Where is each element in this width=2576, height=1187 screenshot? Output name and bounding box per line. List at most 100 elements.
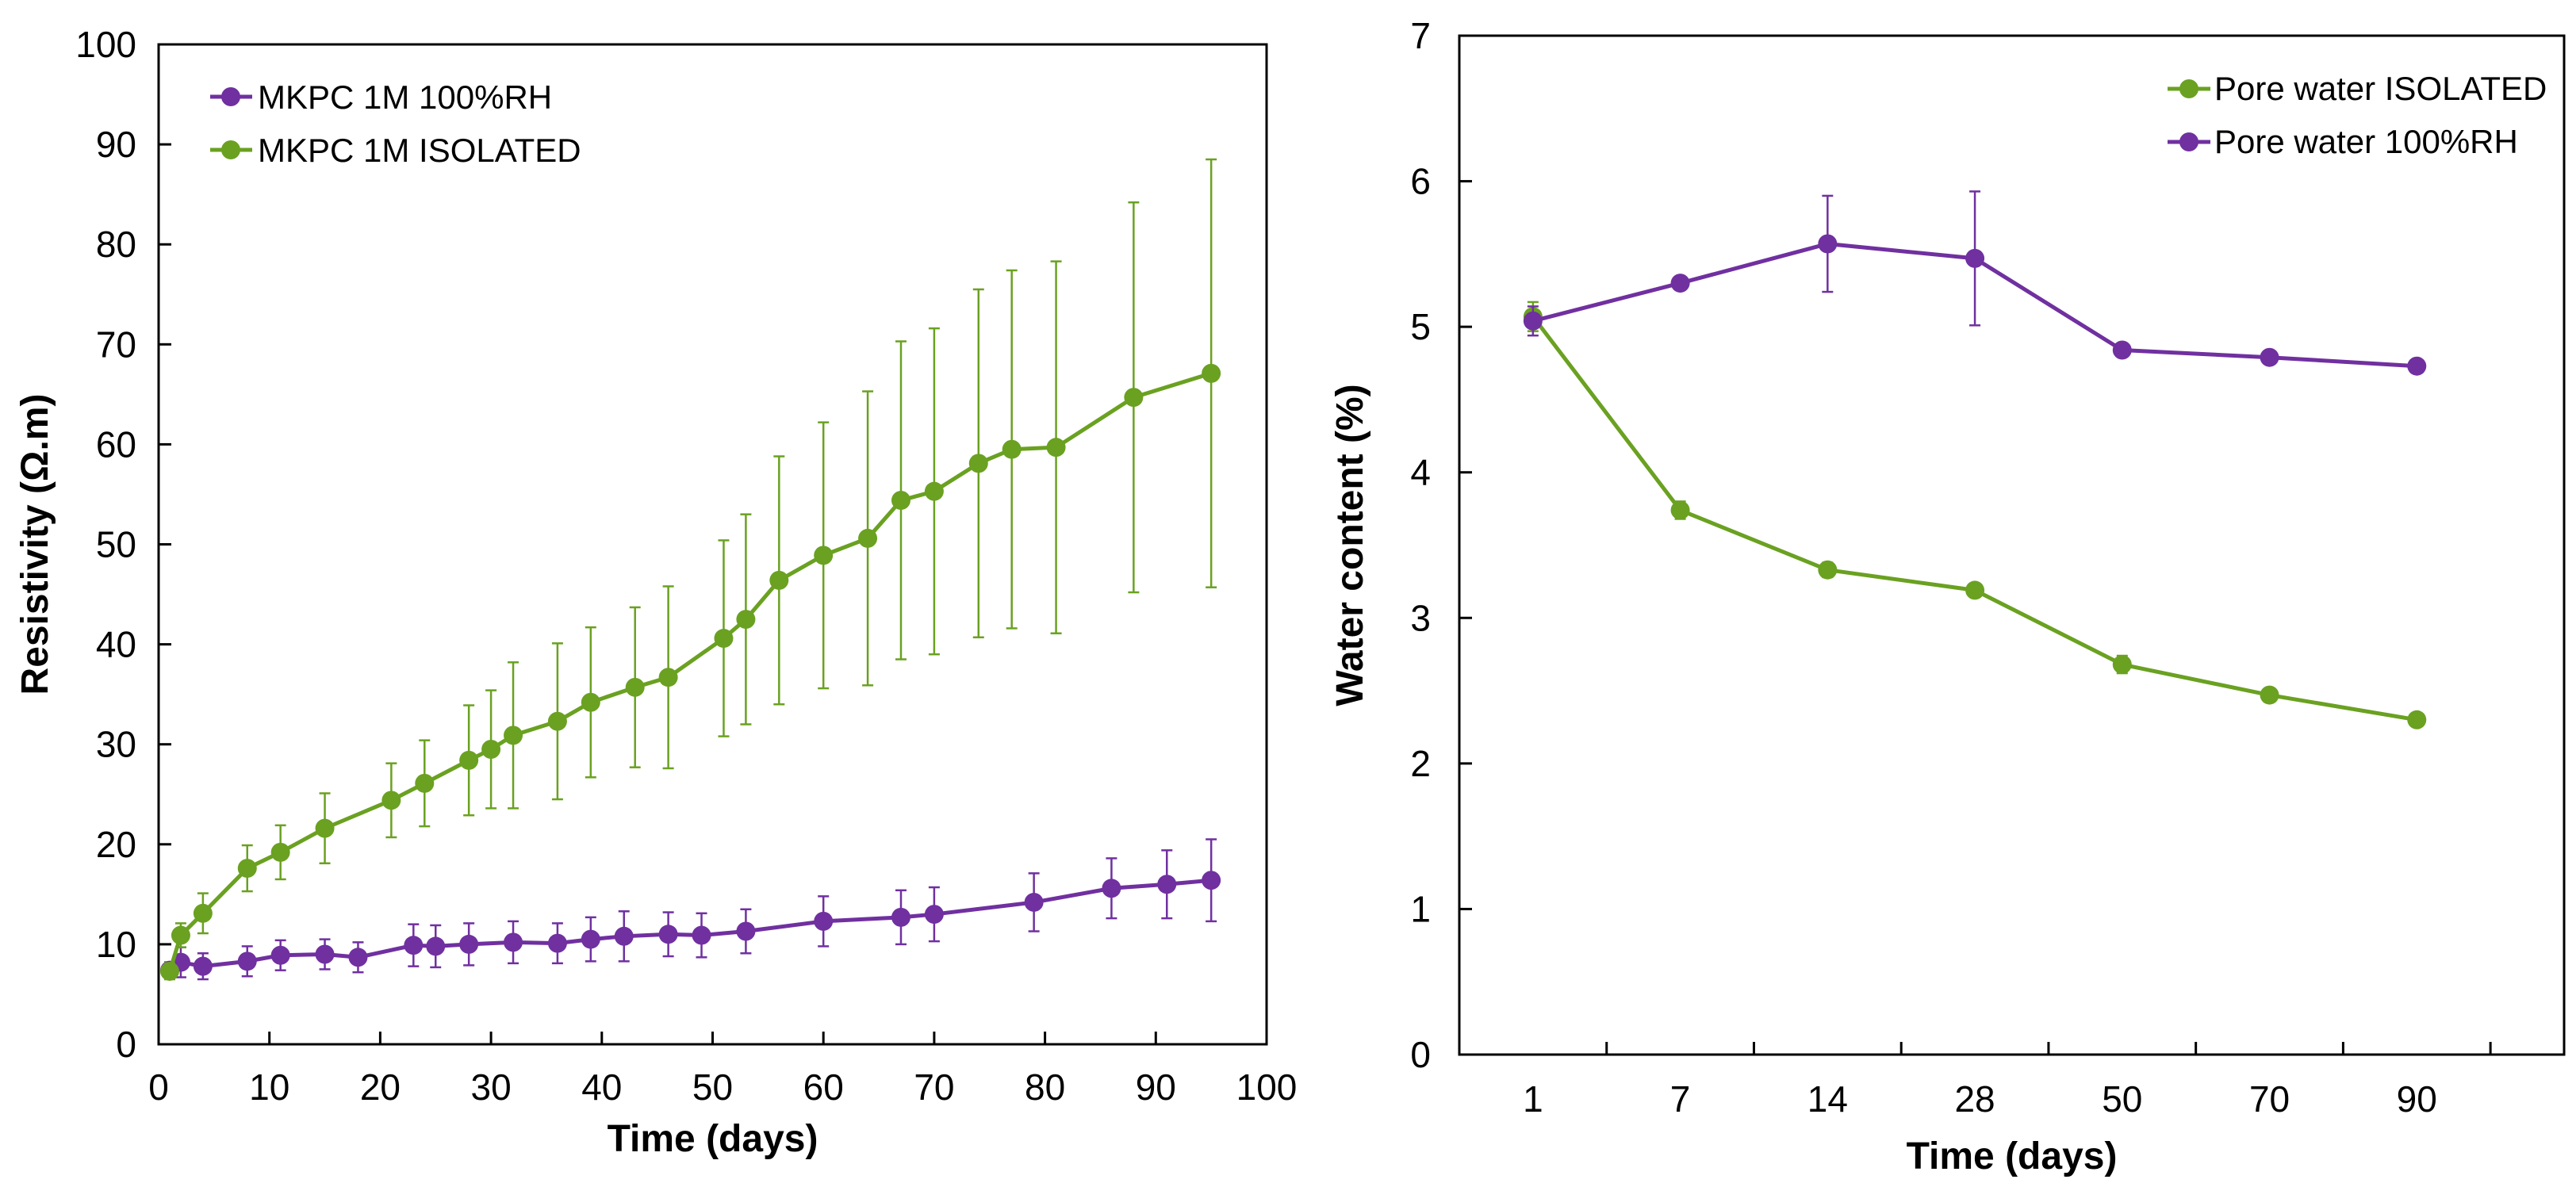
data-point <box>1124 388 1144 408</box>
x-tick-label: 50 <box>692 1066 733 1108</box>
data-point <box>2407 356 2427 376</box>
y-tick-label: 0 <box>1410 1034 1431 1075</box>
plot-area-frame <box>1458 34 2566 1056</box>
x-tick-label: 60 <box>803 1066 844 1108</box>
series-mkpc-1m-isolated <box>159 158 1221 981</box>
legend-label: Pore water ISOLATED <box>2214 70 2547 107</box>
x-tick-label: 70 <box>2249 1078 2290 1120</box>
data-point <box>1002 439 1022 459</box>
x-tick-label: 0 <box>148 1066 169 1108</box>
y-tick-label: 70 <box>96 324 136 365</box>
data-point <box>581 929 600 949</box>
data-point <box>270 945 290 965</box>
resistivity-chart: 0 10 20 30 40 50 60 70 80 90 100 0 10 20 30 40 50 60 70 80 9… <box>14 24 1297 1160</box>
data-point <box>1670 274 1690 293</box>
data-point <box>1965 580 1985 600</box>
data-point <box>1102 879 1121 898</box>
data-point <box>2112 655 2132 675</box>
data-point <box>1202 871 1221 890</box>
data-point <box>415 773 435 793</box>
x-tick-label: 1 <box>1523 1078 1543 1120</box>
data-point <box>736 921 756 941</box>
data-point <box>504 726 523 745</box>
data-point <box>924 481 944 501</box>
x-tick-label: 90 <box>2397 1078 2437 1120</box>
data-point <box>2260 347 2279 367</box>
y-tick-label: 3 <box>1410 597 1431 638</box>
y-tick-label: 10 <box>96 924 136 965</box>
data-point <box>814 546 834 565</box>
y-tick-label: 2 <box>1410 743 1431 784</box>
legend-marker <box>221 87 240 106</box>
data-point <box>459 750 479 770</box>
data-point <box>381 791 401 810</box>
y-tick-label: 20 <box>96 824 136 865</box>
series-pore-water-isolated <box>1523 301 2427 729</box>
data-point <box>1818 234 1838 254</box>
data-point <box>426 936 446 956</box>
data-point <box>547 933 567 953</box>
x-tick-label: 40 <box>581 1066 622 1108</box>
y-tick-label: 5 <box>1410 306 1431 347</box>
x-tick-label: 10 <box>249 1066 289 1108</box>
series-pore-water-100-rh <box>1523 190 2427 376</box>
data-point <box>858 528 878 548</box>
data-point <box>658 668 678 687</box>
x-tick-label: 50 <box>2102 1078 2142 1120</box>
x-tick-label: 28 <box>1954 1078 1995 1120</box>
y-axis-label: Water content (%) <box>1329 384 1371 706</box>
data-point <box>1024 892 1044 912</box>
data-point <box>193 903 213 923</box>
y-axis-label: Resistivity (Ω.m) <box>14 394 56 695</box>
data-point <box>769 570 789 590</box>
y-tick-label: 80 <box>96 224 136 265</box>
x-tick-label: 7 <box>1670 1078 1691 1120</box>
data-point <box>315 818 335 838</box>
y-tick-label: 50 <box>96 524 136 565</box>
data-point <box>315 944 335 964</box>
y-tick-label: 6 <box>1410 161 1431 202</box>
data-point <box>1046 438 1066 458</box>
y-tick-label: 100 <box>75 24 136 65</box>
data-point <box>270 842 290 862</box>
legend-label: Pore water 100%RH <box>2214 123 2518 160</box>
data-point <box>1965 248 1985 268</box>
x-tick-label: 20 <box>360 1066 401 1108</box>
data-point <box>1523 311 1543 331</box>
data-point <box>1157 875 1177 894</box>
data-point <box>459 934 479 954</box>
data-point <box>625 677 645 697</box>
legend-marker <box>2179 132 2198 151</box>
data-point <box>2112 340 2132 360</box>
data-point <box>547 711 567 731</box>
data-point <box>891 491 910 511</box>
legend-marker <box>2179 79 2198 98</box>
x-tick-label: 14 <box>1807 1078 1848 1120</box>
data-point <box>658 925 678 944</box>
data-point <box>714 629 734 649</box>
data-point <box>581 692 600 712</box>
series-mkpc-1m-100-rh <box>159 838 1221 981</box>
data-point <box>193 956 213 976</box>
y-tick-label: 0 <box>116 1024 136 1065</box>
data-point <box>237 952 257 971</box>
data-point <box>2407 710 2427 729</box>
y-tick-label: 90 <box>96 124 136 165</box>
y-tick-label: 60 <box>96 423 136 465</box>
data-point <box>968 454 988 473</box>
legend-label: MKPC 1M ISOLATED <box>258 132 581 169</box>
legend-marker <box>221 140 240 159</box>
data-point <box>1202 363 1221 383</box>
data-point <box>2260 685 2279 705</box>
x-axis-label: Time (days) <box>608 1118 818 1160</box>
data-point <box>404 936 424 955</box>
x-tick-label: 30 <box>471 1066 512 1108</box>
data-point <box>348 948 368 967</box>
x-tick-label: 100 <box>1236 1066 1298 1108</box>
data-point <box>237 859 257 879</box>
data-point <box>924 905 944 925</box>
x-tick-label: 90 <box>1136 1066 1176 1108</box>
data-point <box>614 926 634 946</box>
